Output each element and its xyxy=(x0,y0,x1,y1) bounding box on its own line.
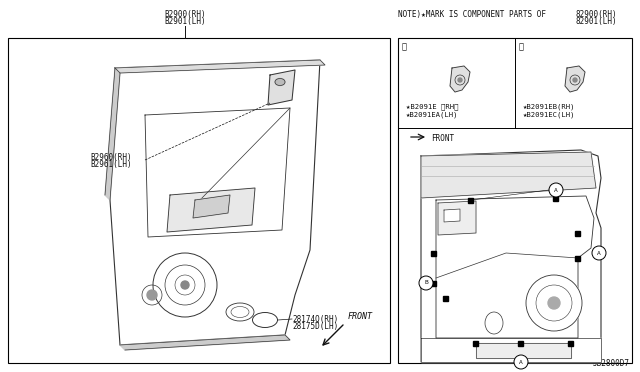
Bar xyxy=(518,340,524,346)
Polygon shape xyxy=(438,201,476,235)
Bar xyxy=(575,231,580,235)
Text: NOTE)★MARK IS COMPONENT PARTS OF: NOTE)★MARK IS COMPONENT PARTS OF xyxy=(398,10,546,19)
Text: Ⓐ: Ⓐ xyxy=(402,42,407,51)
Circle shape xyxy=(548,297,560,309)
Text: B2960(RH): B2960(RH) xyxy=(90,153,132,162)
Bar xyxy=(474,340,479,346)
Circle shape xyxy=(153,253,217,317)
Bar xyxy=(468,198,474,202)
Ellipse shape xyxy=(226,303,254,321)
Polygon shape xyxy=(193,195,230,218)
Text: ★B2091EA(LH): ★B2091EA(LH) xyxy=(406,111,458,118)
Text: A: A xyxy=(554,187,558,192)
Text: 28175D(LH): 28175D(LH) xyxy=(292,322,339,331)
Text: 82901(LH): 82901(LH) xyxy=(576,17,618,26)
Bar xyxy=(568,340,573,346)
Polygon shape xyxy=(421,150,601,362)
Polygon shape xyxy=(421,152,596,198)
Polygon shape xyxy=(436,196,594,338)
Text: Ⓑ: Ⓑ xyxy=(519,42,524,51)
Bar xyxy=(554,196,559,201)
Ellipse shape xyxy=(253,312,278,327)
Text: FRONT: FRONT xyxy=(431,134,454,143)
Text: B2900(RH): B2900(RH) xyxy=(164,10,206,19)
Text: FRONT: FRONT xyxy=(348,312,373,321)
Text: 82900(RH): 82900(RH) xyxy=(576,10,618,19)
Bar xyxy=(398,38,632,363)
Polygon shape xyxy=(115,60,325,73)
Polygon shape xyxy=(167,188,255,232)
Circle shape xyxy=(181,281,189,289)
Text: A: A xyxy=(519,359,523,365)
Circle shape xyxy=(458,78,462,82)
Bar xyxy=(444,295,449,301)
Circle shape xyxy=(419,276,433,290)
Circle shape xyxy=(549,183,563,197)
Bar xyxy=(596,250,602,256)
Polygon shape xyxy=(268,70,295,105)
Polygon shape xyxy=(444,209,460,222)
Bar xyxy=(431,280,436,285)
Text: ★B2091E 〈RH〉: ★B2091E 〈RH〉 xyxy=(406,103,458,110)
Text: 28174Q(RH): 28174Q(RH) xyxy=(292,315,339,324)
Text: ★B2091EC(LH): ★B2091EC(LH) xyxy=(523,111,575,118)
Text: A: A xyxy=(597,250,601,256)
Ellipse shape xyxy=(485,312,503,334)
Polygon shape xyxy=(105,68,120,200)
Circle shape xyxy=(147,290,157,300)
Polygon shape xyxy=(120,335,290,350)
Bar xyxy=(575,256,580,260)
Circle shape xyxy=(514,355,528,369)
Polygon shape xyxy=(421,338,601,362)
Polygon shape xyxy=(476,343,571,358)
Bar xyxy=(431,250,436,256)
Ellipse shape xyxy=(275,78,285,86)
Text: B2961(LH): B2961(LH) xyxy=(90,160,132,169)
Polygon shape xyxy=(450,66,470,92)
Polygon shape xyxy=(565,66,585,92)
Circle shape xyxy=(573,78,577,82)
Text: B: B xyxy=(424,280,428,285)
Bar xyxy=(8,38,390,363)
Text: JB2800D7: JB2800D7 xyxy=(593,359,630,368)
Text: ★B2091EB(RH): ★B2091EB(RH) xyxy=(523,103,575,109)
Circle shape xyxy=(526,275,582,331)
Circle shape xyxy=(592,246,606,260)
Polygon shape xyxy=(110,60,320,345)
Text: B2901(LH): B2901(LH) xyxy=(164,17,206,26)
